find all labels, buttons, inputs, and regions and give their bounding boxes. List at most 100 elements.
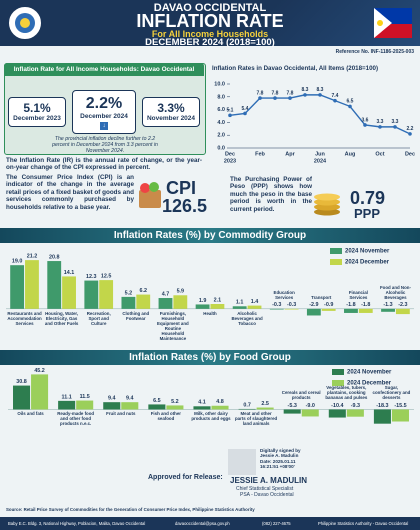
approved: Approved for Release: xyxy=(148,474,223,481)
y-tick-label: 8.0 xyxy=(217,94,225,100)
data-label: 20.8 xyxy=(49,254,60,260)
bar xyxy=(10,265,25,309)
category-label: Alcoholic Beverages and Tobacco xyxy=(231,310,263,326)
bar xyxy=(13,385,31,410)
commodity-chart: 2024 November 2024 December 19.0 21.2 20.8 14… xyxy=(0,246,420,346)
legend-swatch xyxy=(330,259,342,265)
year-label: 2024 xyxy=(314,158,327,164)
legend-swatch xyxy=(330,248,342,254)
bar xyxy=(58,400,76,410)
bar xyxy=(31,374,49,410)
sign-line: Jessie A. Madulin xyxy=(260,453,299,459)
sign-line: 16:21:51 +08'00' xyxy=(260,464,295,470)
data-label: 4.8 xyxy=(216,399,224,405)
signatory-office: PSA - Davao Occidental xyxy=(240,492,294,498)
x-tick-label: Oct xyxy=(375,151,384,157)
y-tick-label: 4.0 xyxy=(217,120,225,126)
bar xyxy=(301,409,319,417)
legend-label: 2024 November xyxy=(347,370,392,376)
point xyxy=(288,96,292,100)
bar xyxy=(247,305,262,309)
ppp-value: 0.79 xyxy=(350,188,386,208)
category-label: Financial Services xyxy=(348,289,368,300)
cpi-definition: The Consumer Price Index (CPI) is an ind… xyxy=(6,174,134,211)
data-label: 5.1 xyxy=(227,108,234,114)
reference: Reference No. INF-1186-2025-003 xyxy=(335,49,414,55)
data-label: -1.8 xyxy=(346,302,355,308)
category-label: Milk, other dairy products and eggs xyxy=(191,411,231,422)
cpi-label: CPI xyxy=(166,178,197,198)
data-label: 7.8 xyxy=(287,90,294,96)
bar xyxy=(121,402,139,410)
point xyxy=(243,111,247,116)
data-label: 8.3 xyxy=(317,87,324,93)
category-label: Transport xyxy=(311,294,332,300)
bar xyxy=(346,409,364,417)
bar xyxy=(148,404,166,410)
y-tick-label: 10.0 xyxy=(214,81,225,87)
down-arrow: ↓ xyxy=(100,122,108,130)
legend-label: 2024 December xyxy=(347,381,392,387)
bar xyxy=(62,276,76,309)
data-label: 5.4 xyxy=(242,106,249,112)
bar xyxy=(173,295,188,309)
data-label: 3.3 xyxy=(392,119,399,125)
card: 5.1% December 2023 xyxy=(8,97,66,127)
category-label: Recreation, Sport and Culture xyxy=(86,310,111,326)
point xyxy=(393,125,397,129)
category-label: Housing, Water, Electricity, Gas and Oth… xyxy=(44,310,79,326)
bar xyxy=(344,308,358,313)
coins-icon xyxy=(314,193,340,216)
card-label: November 2024 xyxy=(146,115,196,122)
region: DAVAO OCCIDENTAL xyxy=(153,2,267,14)
category-label: Health xyxy=(203,310,217,316)
data-label: 0.7 xyxy=(243,402,251,408)
data-label: 2.2 xyxy=(407,126,414,132)
header xyxy=(0,0,420,46)
year-label: 2023 xyxy=(224,158,236,164)
bar xyxy=(238,408,256,410)
bar xyxy=(166,405,184,410)
cpi-value: 126.5 xyxy=(162,196,208,216)
category-label: Education Services xyxy=(273,289,295,300)
data-label: 9.4 xyxy=(126,396,134,402)
data-label: -0.9 xyxy=(324,302,333,308)
email: davaooccidental@psa.gov.ph xyxy=(175,521,230,526)
data-label: -9.3 xyxy=(351,403,360,409)
data-label: 4.1 xyxy=(198,400,206,406)
address: Baby E.C. Bldg. 3, National Highway, Pob… xyxy=(8,521,146,526)
data-label: 3.3 xyxy=(377,119,384,125)
bar xyxy=(121,296,136,309)
bar xyxy=(256,407,274,410)
bar xyxy=(99,280,114,309)
card-label: December 2024 xyxy=(80,113,128,120)
subtitle: For All Income Households xyxy=(151,29,269,39)
x-tick-label: Dec xyxy=(225,151,235,157)
data-label: 11.5 xyxy=(80,394,90,400)
point xyxy=(333,98,337,103)
x-tick-label: Jun xyxy=(315,151,325,157)
data-label: 19.0 xyxy=(12,259,23,265)
category-label: Fruit and nuts xyxy=(106,411,136,417)
data-label: 8.3 xyxy=(302,87,309,93)
category-label: Furnishings, Household Equipment and Rou… xyxy=(157,310,189,341)
flag-logo xyxy=(374,8,412,38)
data-label: 45.2 xyxy=(34,368,45,374)
category-label: Cereals and cereal products xyxy=(281,390,321,401)
bar-svg: 2024 November 2024 December 30.8 45.2 11.1 11… xyxy=(8,368,414,424)
bar xyxy=(211,405,229,410)
legend-swatch xyxy=(332,380,344,386)
point xyxy=(363,123,367,127)
x-tick-label: Dec xyxy=(405,151,415,157)
signatory-name: JESSIE A. MADULIN xyxy=(230,476,308,485)
data-label: 7.8 xyxy=(257,90,264,96)
data-label: -9.0 xyxy=(306,403,315,409)
bar xyxy=(193,406,211,410)
category-label: Clothing and Footwear xyxy=(122,310,150,321)
point xyxy=(318,93,322,97)
period: DECEMBER 2024 (2018=100) xyxy=(145,37,275,48)
category-label: Restaurants and Accommodation Services xyxy=(7,310,42,326)
data-label: 12.3 xyxy=(86,274,97,280)
x-tick-label: Aug xyxy=(345,151,356,157)
office-name: Philippine Statistics Authority - Davao … xyxy=(318,521,409,526)
